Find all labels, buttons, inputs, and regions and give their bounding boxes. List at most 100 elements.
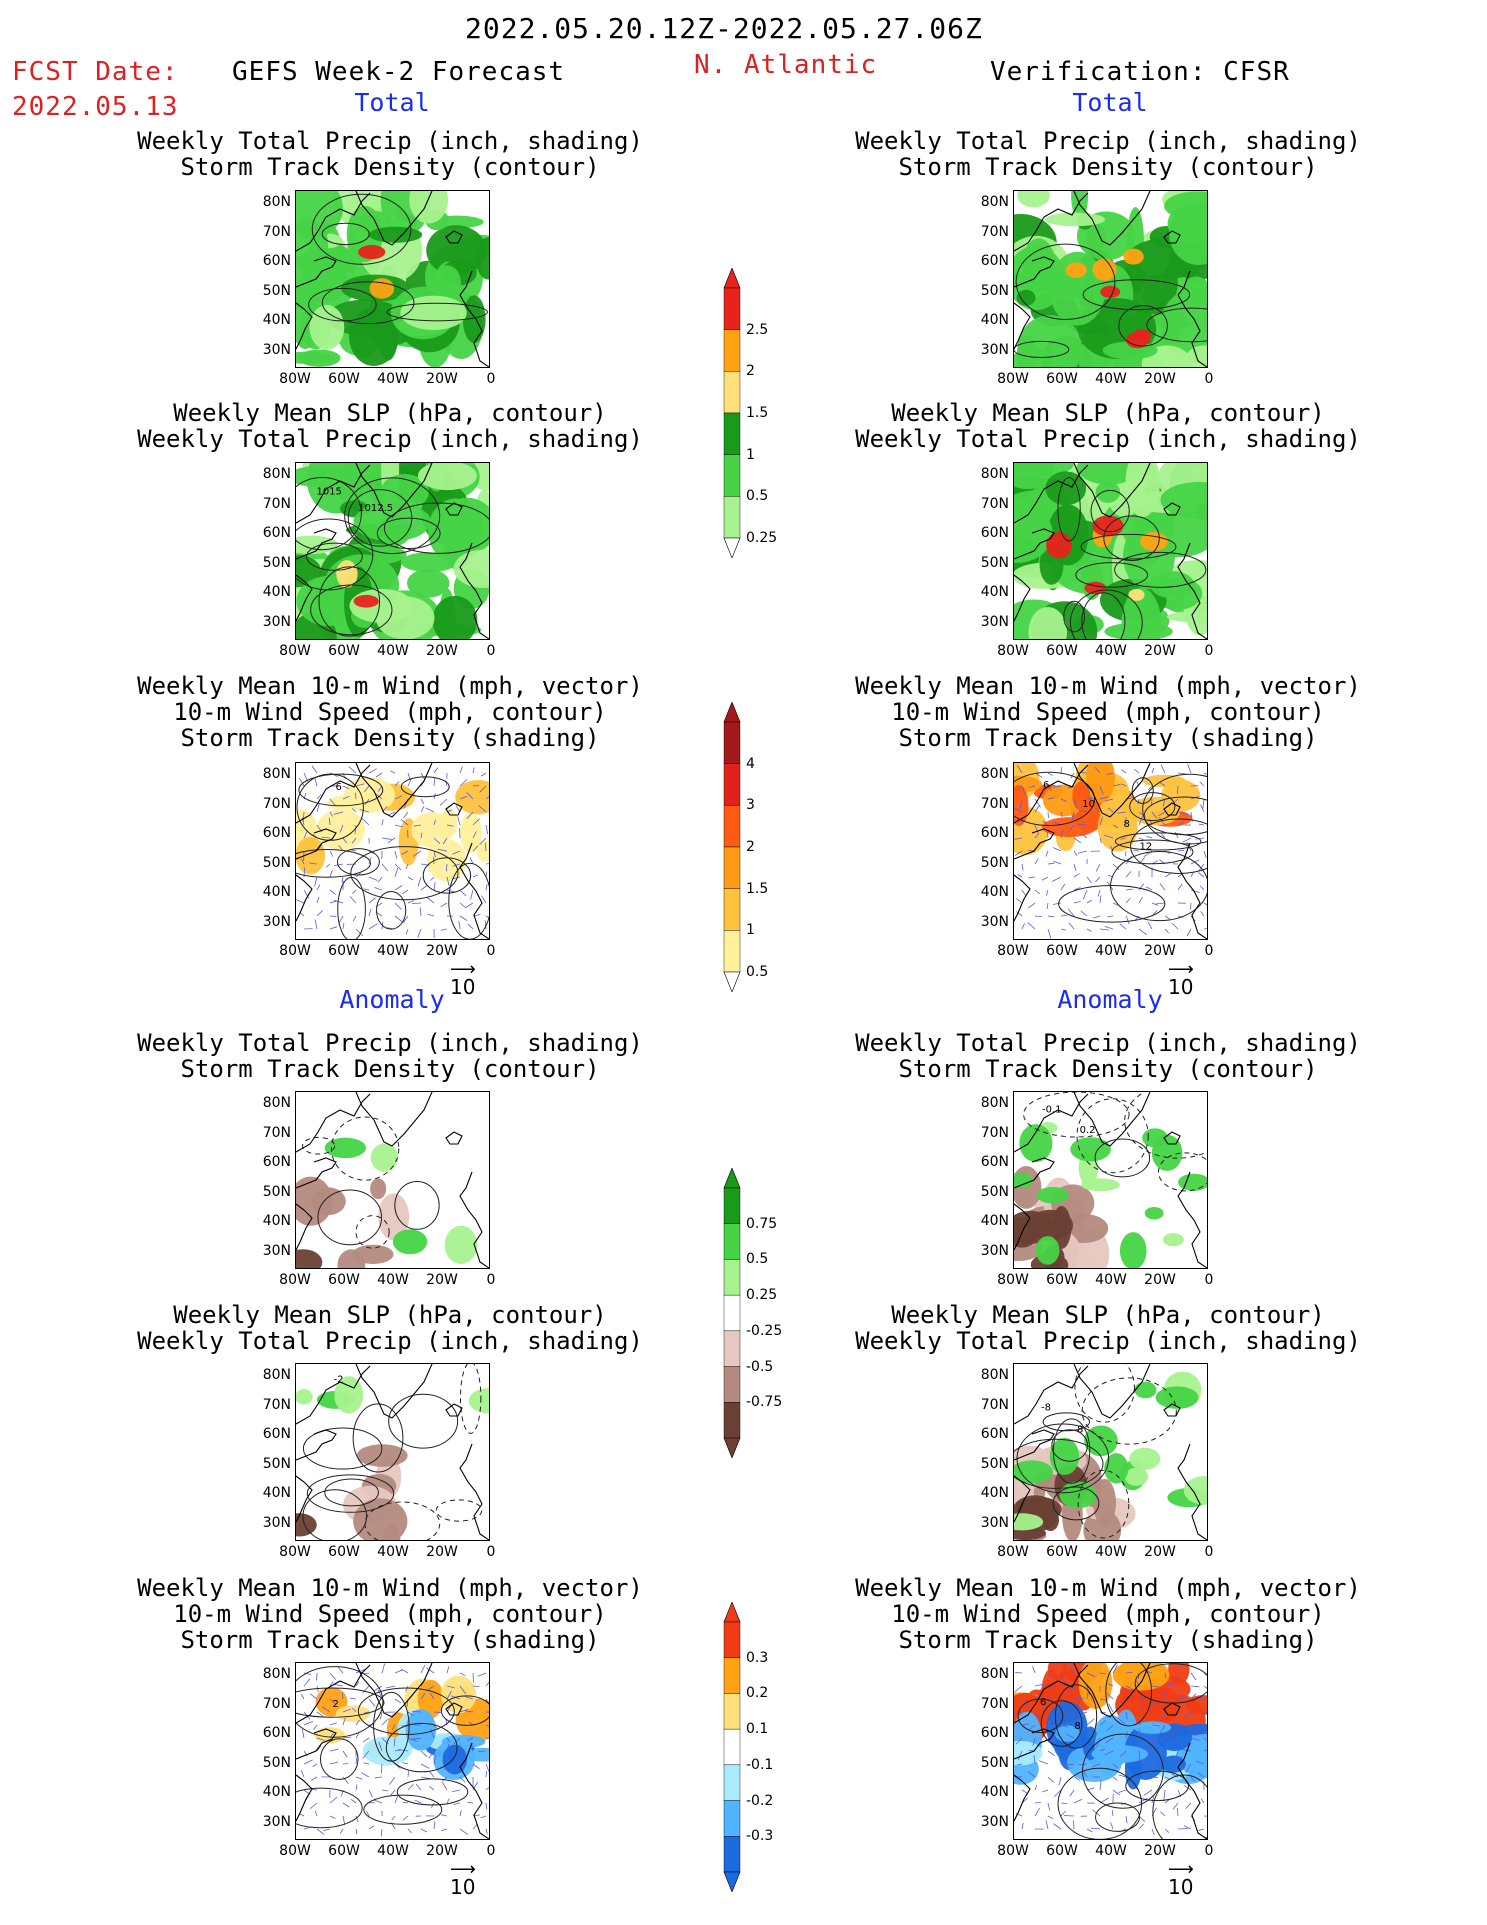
map-panel-precip-fcst: [295, 190, 490, 368]
lon-tick-label: 60W: [328, 1544, 360, 1560]
contour-label: -2: [333, 1375, 343, 1386]
colorbar-segment: [723, 1800, 741, 1837]
lon-tick-label: 60W: [1046, 643, 1078, 659]
lat-tick-label: 30N: [980, 341, 1009, 358]
lon-tick-label: 20W: [1144, 643, 1176, 659]
lat-tick-label: 80N: [262, 466, 291, 482]
colorbar-tick-label: 0.5: [746, 488, 769, 505]
lon-tick-label: 80W: [279, 943, 311, 959]
lat-tick-label: 30N: [980, 913, 1009, 930]
lon-tick-label: 20W: [426, 1843, 458, 1859]
colorbar-segment: [723, 721, 741, 764]
colorbar-precip_anom: [722, 1167, 742, 1462]
lon-tick-label: 80W: [997, 943, 1029, 959]
lat-tick-label: 50N: [980, 1455, 1009, 1472]
contour-label: 8: [1074, 1721, 1080, 1732]
contour-label: 1015: [316, 486, 341, 497]
panel-title-line: Weekly Mean SLP (hPa, contour): [891, 399, 1325, 427]
contour-label: 8: [1077, 1425, 1083, 1436]
colorbar-tick-label: 0.3: [746, 1649, 769, 1666]
lat-tick-label: 40N: [980, 312, 1009, 328]
panel-title-line: Weekly Total Precip (inch, shading): [855, 1029, 1361, 1057]
colorbar-segment: [723, 805, 741, 848]
colorbar-segment: [723, 1187, 741, 1224]
lat-tick-label: 50N: [262, 554, 291, 571]
contour-label: 6: [335, 782, 341, 793]
lat-tick-label: 50N: [262, 1754, 291, 1771]
colorbar-tick-label: 0.5: [746, 1251, 769, 1268]
lon-tick-label: 20W: [1144, 1544, 1176, 1560]
colorbar-tick-label: -0.2: [746, 1792, 774, 1809]
colorbar-tick-label: -0.75: [746, 1394, 783, 1411]
lat-tick-label: 40N: [262, 1784, 291, 1800]
lat-tick-label: 70N: [262, 795, 291, 812]
colorbar-segment: [723, 1402, 741, 1439]
lon-tick-label: 0: [1204, 1544, 1214, 1560]
section-anomaly-left: Anomaly: [339, 985, 445, 1014]
colorbar-track_anom: [722, 1601, 742, 1896]
lon-tick-label: 40W: [1095, 371, 1127, 387]
colorbar-tick-label: 0.25: [746, 1287, 778, 1304]
panel-title-line: Weekly Mean SLP (hPa, contour): [891, 1301, 1325, 1329]
colorbar-segment: [723, 1836, 741, 1873]
map-panel-slp-obs: [1013, 462, 1208, 640]
lat-tick-label: 30N: [980, 1242, 1009, 1259]
lon-tick-label: 20W: [1144, 1843, 1176, 1859]
lat-tick-label: 80N: [262, 1095, 291, 1111]
lat-tick-label: 40N: [980, 884, 1009, 900]
map-panel-wind-obs: 6 10 8 12: [1013, 762, 1208, 940]
lon-tick-label: 0: [1204, 371, 1214, 387]
colorbar-segment: [723, 496, 741, 539]
panel-title-line: Storm Track Density (shading): [898, 1626, 1318, 1654]
section-anomaly-right: Anomaly: [1057, 985, 1163, 1014]
region-title: N. Atlantic: [694, 50, 878, 80]
lat-tick-label: 30N: [262, 341, 291, 358]
lat-tick-label: 70N: [262, 1124, 291, 1141]
lon-tick-label: 60W: [328, 1843, 360, 1859]
lat-tick-label: 70N: [262, 1396, 291, 1413]
lat-tick-label: 40N: [980, 1784, 1009, 1800]
lon-tick-label: 60W: [328, 371, 360, 387]
lat-tick-label: 80N: [980, 1666, 1009, 1682]
panel-title-line: Storm Track Density (shading): [898, 724, 1318, 752]
lat-tick-label: 40N: [262, 1213, 291, 1229]
lat-tick-label: 50N: [980, 854, 1009, 871]
lon-tick-label: 40W: [377, 1843, 409, 1859]
lon-tick-label: 40W: [1095, 1843, 1127, 1859]
colorbar-bottom-arrow: [723, 1871, 741, 1893]
lon-tick-label: 20W: [426, 1544, 458, 1560]
lat-tick-label: 50N: [980, 1183, 1009, 1200]
colorbar-segment: [723, 1728, 741, 1766]
lon-tick-label: 80W: [997, 371, 1029, 387]
lon-tick-label: 40W: [377, 1544, 409, 1560]
lon-tick-label: 80W: [279, 1272, 311, 1288]
map-panel-wind-fcst: 2: [295, 1662, 490, 1840]
lon-tick-label: 60W: [1046, 1272, 1078, 1288]
lon-tick-label: 40W: [1095, 943, 1127, 959]
lon-tick-label: 0: [1204, 1843, 1214, 1859]
lon-tick-label: 0: [486, 1544, 496, 1560]
colorbar-segment: [723, 412, 741, 455]
lat-tick-label: 40N: [262, 884, 291, 900]
contour-label: 2: [332, 1699, 338, 1710]
lat-tick-label: 50N: [262, 1183, 291, 1200]
colorbar-tick-label: -0.25: [746, 1322, 783, 1339]
lat-tick-label: 60N: [980, 253, 1009, 269]
panel-title-line: Storm Track Density (shading): [180, 724, 600, 752]
lat-tick-label: 70N: [262, 223, 291, 240]
vector-reference: ⟶ 10: [1168, 1861, 1194, 1900]
lat-tick-label: 60N: [262, 1725, 291, 1741]
panel-title-line: Storm Track Density (contour): [180, 1055, 600, 1083]
lat-tick-label: 30N: [980, 1514, 1009, 1531]
lon-tick-label: 20W: [426, 643, 458, 659]
panel-title-line: Weekly Total Precip (inch, shading): [137, 1327, 643, 1355]
lon-tick-label: 40W: [377, 943, 409, 959]
map-panel-slp-fcst: 1015 1012.5: [295, 462, 490, 640]
lon-tick-label: 40W: [1095, 643, 1127, 659]
lat-tick-label: 40N: [262, 1485, 291, 1501]
lon-tick-label: 20W: [1144, 1272, 1176, 1288]
colorbar-segment: [723, 1259, 741, 1296]
colorbar-tick-label: 0.75: [746, 1215, 778, 1232]
contour-label: 6: [1040, 1697, 1046, 1708]
lon-tick-label: 0: [1204, 643, 1214, 659]
